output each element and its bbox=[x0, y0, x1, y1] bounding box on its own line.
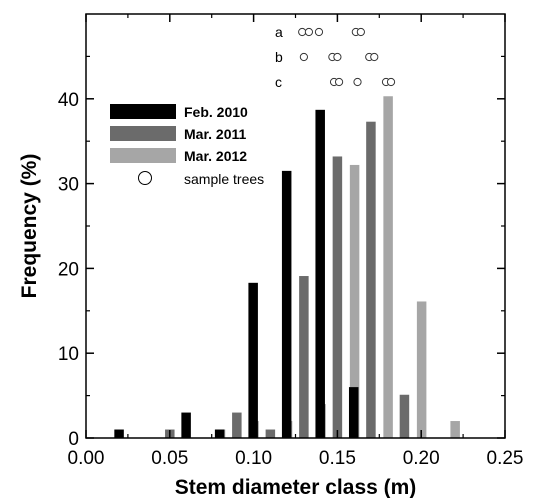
x-tick-label: 0.15 bbox=[319, 448, 356, 469]
y-tick-label: 40 bbox=[58, 90, 79, 111]
bar-mar-2012-0.21 bbox=[450, 421, 460, 438]
bar-feb-2010-0.07 bbox=[181, 412, 191, 438]
y-axis-title: Frequency (%) bbox=[18, 154, 41, 299]
sample-tree-marker bbox=[298, 27, 307, 37]
bar-feb-2010-0.13 bbox=[281, 170, 292, 438]
legend: Feb. 2010 Mar. 2011 Mar. 2012 sample trees bbox=[110, 104, 264, 187]
bar-mar-2011-0.15 bbox=[332, 156, 343, 439]
sample-tree-marker bbox=[334, 77, 344, 87]
sample-tree-marker bbox=[304, 27, 314, 37]
bar-feb-2010-0.09 bbox=[214, 429, 225, 438]
y-tick-label: 20 bbox=[58, 259, 79, 280]
legend-swatch bbox=[110, 104, 176, 119]
x-tick-label: 0.25 bbox=[487, 448, 524, 469]
bar-mar-2012-0.15 bbox=[349, 164, 360, 438]
sample-tree-marker bbox=[370, 52, 379, 62]
bar-mar-2011-0.17 bbox=[366, 121, 376, 439]
x-tick-label: 0.10 bbox=[235, 448, 272, 469]
x-tick-label: 0.20 bbox=[403, 448, 440, 469]
sample-tree-markers: abc bbox=[275, 24, 396, 90]
y-tick-label: 0 bbox=[68, 429, 79, 450]
sample-tree-marker bbox=[333, 52, 342, 62]
bar-feb-2010-0.11 bbox=[248, 282, 258, 438]
sample-row-label: b bbox=[275, 49, 283, 65]
bar-feb-2010-0.17 bbox=[348, 387, 359, 438]
x-tick-label: 0.00 bbox=[68, 448, 105, 469]
bar-mar-2011-0.11 bbox=[265, 429, 276, 438]
y-tick-label: 30 bbox=[58, 175, 79, 196]
axis-ticks: 0.00 0.05 0.10 0.15 0.20 0.25 0 10 20 30 40 bbox=[58, 14, 524, 469]
legend-sample-trees-label: sample trees bbox=[184, 171, 264, 187]
legend-swatch bbox=[110, 148, 176, 163]
sample-tree-marker bbox=[314, 27, 324, 37]
sample-row-label: c bbox=[275, 74, 282, 90]
sample-row-label: a bbox=[275, 24, 283, 40]
bar-feb-2010-0.15 bbox=[315, 109, 325, 438]
y-tick-label: 10 bbox=[58, 344, 79, 365]
bar-mar-2011-0.19 bbox=[399, 394, 410, 438]
bar-mar-2012-0.19 bbox=[416, 301, 427, 438]
bar-mar-2011-0.09 bbox=[232, 412, 242, 438]
x-axis-title: Stem diameter class (m) bbox=[175, 476, 417, 498]
legend-sample-tree-marker bbox=[138, 171, 152, 185]
legend-label: Feb. 2010 bbox=[184, 104, 248, 120]
sample-tree-marker bbox=[299, 52, 308, 62]
bar-feb-2010-0.03 bbox=[114, 429, 124, 438]
sample-tree-marker bbox=[356, 27, 365, 37]
legend-swatch bbox=[110, 126, 176, 141]
plot-frame bbox=[85, 13, 506, 439]
bar-mar-2011-0.13 bbox=[299, 276, 309, 438]
sample-tree-marker bbox=[386, 77, 396, 87]
legend-label: Mar. 2011 bbox=[184, 126, 246, 142]
bar-mar-2012-0.17 bbox=[383, 96, 393, 439]
sample-tree-marker bbox=[353, 77, 362, 87]
bars-layer bbox=[114, 96, 460, 439]
x-tick-label: 0.05 bbox=[151, 448, 188, 469]
legend-label: Mar. 2012 bbox=[184, 148, 247, 164]
